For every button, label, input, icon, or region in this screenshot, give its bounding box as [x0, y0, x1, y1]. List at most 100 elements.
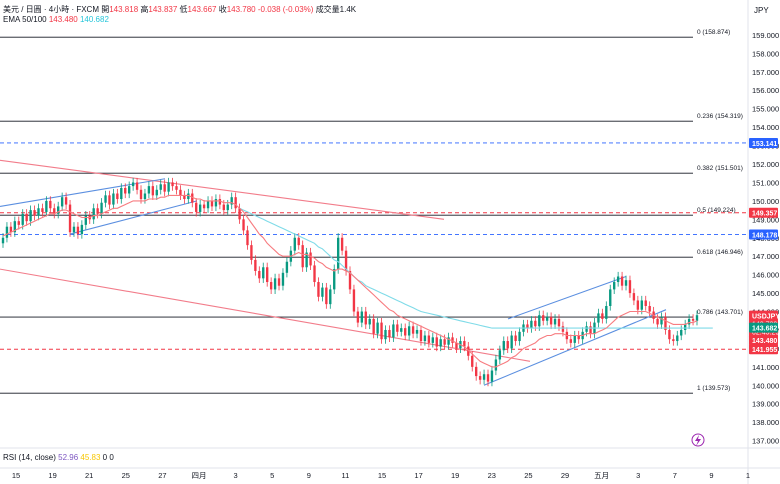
symbol-line: 美元 / 日圓 · 4小時 · FXCM — [3, 5, 99, 14]
price-tag-label: 143.682 — [752, 326, 777, 333]
x-tick-label: 四月 — [192, 471, 207, 480]
candle-body — [676, 335, 679, 342]
candle-body — [273, 278, 277, 290]
ema-legend[interactable]: EMA 50/100 143.480 140.682 — [3, 15, 109, 24]
candle-body — [108, 195, 111, 205]
y-tick-label: 137.000 — [752, 437, 779, 446]
price-tag — [749, 335, 778, 346]
fib-level-label: 0.786 (143.701) — [697, 309, 743, 316]
candle-body — [175, 186, 178, 190]
candle-body — [542, 315, 545, 321]
candle-body — [41, 208, 44, 212]
candle-body — [569, 339, 573, 343]
y-tick-label: 158.000 — [752, 49, 779, 58]
price-tag — [749, 322, 778, 333]
close-label: 收 — [218, 5, 227, 14]
candle-body — [447, 337, 450, 345]
candle-body — [5, 226, 9, 238]
fib-level-label: 0.236 (154.319) — [697, 113, 743, 120]
candle-body — [226, 204, 229, 211]
candle-body — [187, 193, 190, 200]
close-value: 143.780 — [226, 5, 256, 14]
candle-body — [269, 282, 273, 290]
ema-label: EMA 50/100 — [3, 15, 47, 24]
candle-body — [609, 289, 612, 306]
candle-body — [72, 226, 76, 233]
ema-slow-line — [239, 207, 713, 329]
candle-body — [84, 215, 87, 225]
rsi-value-3: 0 — [102, 453, 108, 462]
candle-body — [305, 252, 308, 268]
x-tick-label: 21 — [85, 471, 93, 480]
x-tick-label: 19 — [451, 471, 459, 480]
candle-body — [64, 197, 68, 205]
y-tick-label: 151.000 — [752, 178, 779, 187]
candle-body — [191, 193, 194, 203]
low-value: 143.667 — [187, 5, 217, 14]
y-tick-label: 145.000 — [752, 289, 779, 298]
x-tick-label: 25 — [122, 471, 130, 480]
candle-body — [534, 320, 537, 327]
price-tag — [749, 229, 778, 240]
x-tick-label: 25 — [524, 471, 532, 480]
candle-body — [557, 318, 561, 327]
rsi-legend[interactable]: RSI (14, close) 52.96 45.83 0 0 — [3, 453, 114, 462]
candle-body — [321, 287, 324, 297]
candle-body — [538, 315, 541, 327]
candle-body — [317, 282, 320, 297]
high-label: 高 — [140, 5, 149, 14]
ema-slow-value: 140.682 — [79, 15, 109, 24]
candle-body — [364, 311, 367, 325]
x-tick-label: 1 — [746, 471, 750, 480]
candle-body — [49, 200, 52, 209]
candle-body — [202, 204, 206, 209]
candle-body — [589, 326, 592, 334]
candle-body — [502, 341, 505, 351]
candle-body — [344, 250, 348, 271]
candle-body — [139, 189, 143, 200]
candle-body — [297, 237, 300, 246]
candle-body — [198, 204, 202, 212]
candle-body — [605, 306, 608, 319]
candle-body — [21, 213, 24, 225]
x-tick-label: 15 — [378, 471, 386, 480]
price-tag-label: 148.178 — [752, 232, 777, 239]
candle-body — [400, 328, 403, 332]
candle-body — [506, 341, 509, 349]
candle-body — [482, 374, 486, 380]
candle-body — [530, 320, 533, 329]
candle-body — [195, 202, 198, 212]
candle-body — [388, 329, 391, 338]
candle-body — [230, 197, 233, 205]
candle-body — [648, 306, 651, 312]
candle-body — [309, 252, 312, 266]
candle-body — [258, 270, 261, 279]
candle-body — [25, 213, 28, 222]
candle-body — [329, 289, 332, 305]
y-tick-label: 149.000 — [752, 215, 779, 224]
candle-body — [443, 339, 446, 345]
low-label: 低 — [179, 5, 188, 14]
price-tag-label: 153.141 — [752, 141, 777, 148]
candle-body — [285, 261, 289, 273]
candle-body — [238, 208, 241, 220]
candle-body — [33, 210, 36, 216]
candle-body — [246, 230, 249, 246]
candle-body — [29, 210, 32, 222]
y-tick-label: 155.000 — [752, 105, 779, 114]
price-tag-label: 141.955 — [752, 347, 777, 354]
candle-body — [124, 187, 127, 194]
candle-body — [553, 318, 557, 325]
x-tick-label: 9 — [709, 471, 713, 480]
candle-body — [360, 311, 364, 323]
candle-body — [518, 331, 521, 342]
candle-body — [135, 182, 139, 190]
candle-body — [526, 324, 529, 329]
price-tag — [749, 137, 778, 148]
x-tick-label: 五月 — [594, 471, 609, 480]
lightning-icon[interactable] — [691, 433, 705, 447]
fib-level-label: 0.5 (149.224) — [697, 207, 736, 214]
candle-body — [313, 265, 316, 283]
candle-body — [601, 313, 604, 319]
